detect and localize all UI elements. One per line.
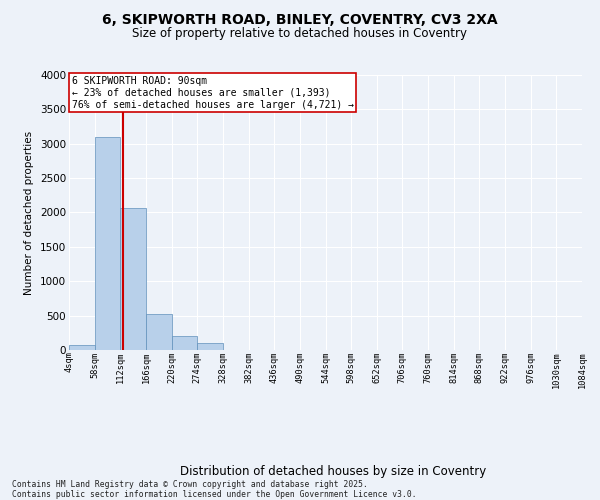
Bar bbox=[197, 343, 223, 350]
Text: Contains HM Land Registry data © Crown copyright and database right 2025.
Contai: Contains HM Land Registry data © Crown c… bbox=[12, 480, 416, 499]
Bar bbox=[69, 345, 95, 350]
Bar bbox=[121, 208, 146, 350]
Text: 6, SKIPWORTH ROAD, BINLEY, COVENTRY, CV3 2XA: 6, SKIPWORTH ROAD, BINLEY, COVENTRY, CV3… bbox=[102, 12, 498, 26]
Text: 6 SKIPWORTH ROAD: 90sqm
← 23% of detached houses are smaller (1,393)
76% of semi: 6 SKIPWORTH ROAD: 90sqm ← 23% of detache… bbox=[71, 76, 353, 110]
Text: Size of property relative to detached houses in Coventry: Size of property relative to detached ho… bbox=[133, 28, 467, 40]
Bar bbox=[172, 336, 197, 350]
Bar bbox=[146, 314, 172, 350]
Y-axis label: Number of detached properties: Number of detached properties bbox=[25, 130, 34, 294]
Text: Distribution of detached houses by size in Coventry: Distribution of detached houses by size … bbox=[180, 464, 486, 477]
Bar bbox=[95, 137, 121, 350]
